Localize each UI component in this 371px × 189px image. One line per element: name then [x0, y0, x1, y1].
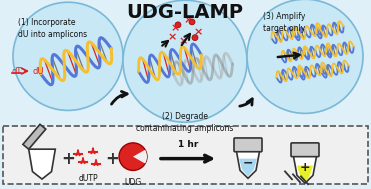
Circle shape: [13, 2, 123, 110]
Text: UDG: UDG: [124, 178, 142, 187]
Polygon shape: [239, 159, 257, 176]
Text: ×: ×: [178, 36, 188, 46]
Circle shape: [247, 0, 363, 113]
Text: dU: dU: [33, 67, 45, 76]
Circle shape: [189, 19, 195, 25]
Text: (3) Amplify
target only: (3) Amplify target only: [263, 12, 305, 33]
Text: (2) Degrade
contaminating amplicons: (2) Degrade contaminating amplicons: [136, 112, 234, 133]
Text: 1 hr: 1 hr: [178, 140, 198, 149]
Circle shape: [192, 35, 198, 41]
FancyBboxPatch shape: [291, 143, 319, 157]
Text: +: +: [105, 150, 119, 168]
Polygon shape: [293, 154, 317, 183]
Circle shape: [119, 143, 147, 170]
Circle shape: [123, 0, 247, 122]
Polygon shape: [29, 149, 55, 179]
Text: ×: ×: [170, 23, 180, 33]
Text: (1) Incorporate
dU into amplicons: (1) Incorporate dU into amplicons: [18, 18, 87, 39]
Text: −: −: [243, 156, 253, 169]
Circle shape: [175, 22, 181, 28]
Text: dUTP: dUTP: [78, 174, 98, 183]
Text: dT: dT: [12, 67, 22, 76]
FancyBboxPatch shape: [234, 138, 262, 152]
Wedge shape: [133, 150, 147, 163]
Text: UDG-LAMP: UDG-LAMP: [127, 3, 243, 22]
Text: ×: ×: [183, 15, 193, 25]
Polygon shape: [236, 149, 260, 178]
Polygon shape: [23, 124, 46, 149]
Text: +: +: [300, 161, 310, 174]
Text: ×: ×: [167, 33, 177, 43]
FancyBboxPatch shape: [3, 126, 368, 184]
Polygon shape: [297, 166, 313, 182]
Text: +: +: [61, 150, 75, 168]
Text: ×: ×: [193, 27, 203, 37]
